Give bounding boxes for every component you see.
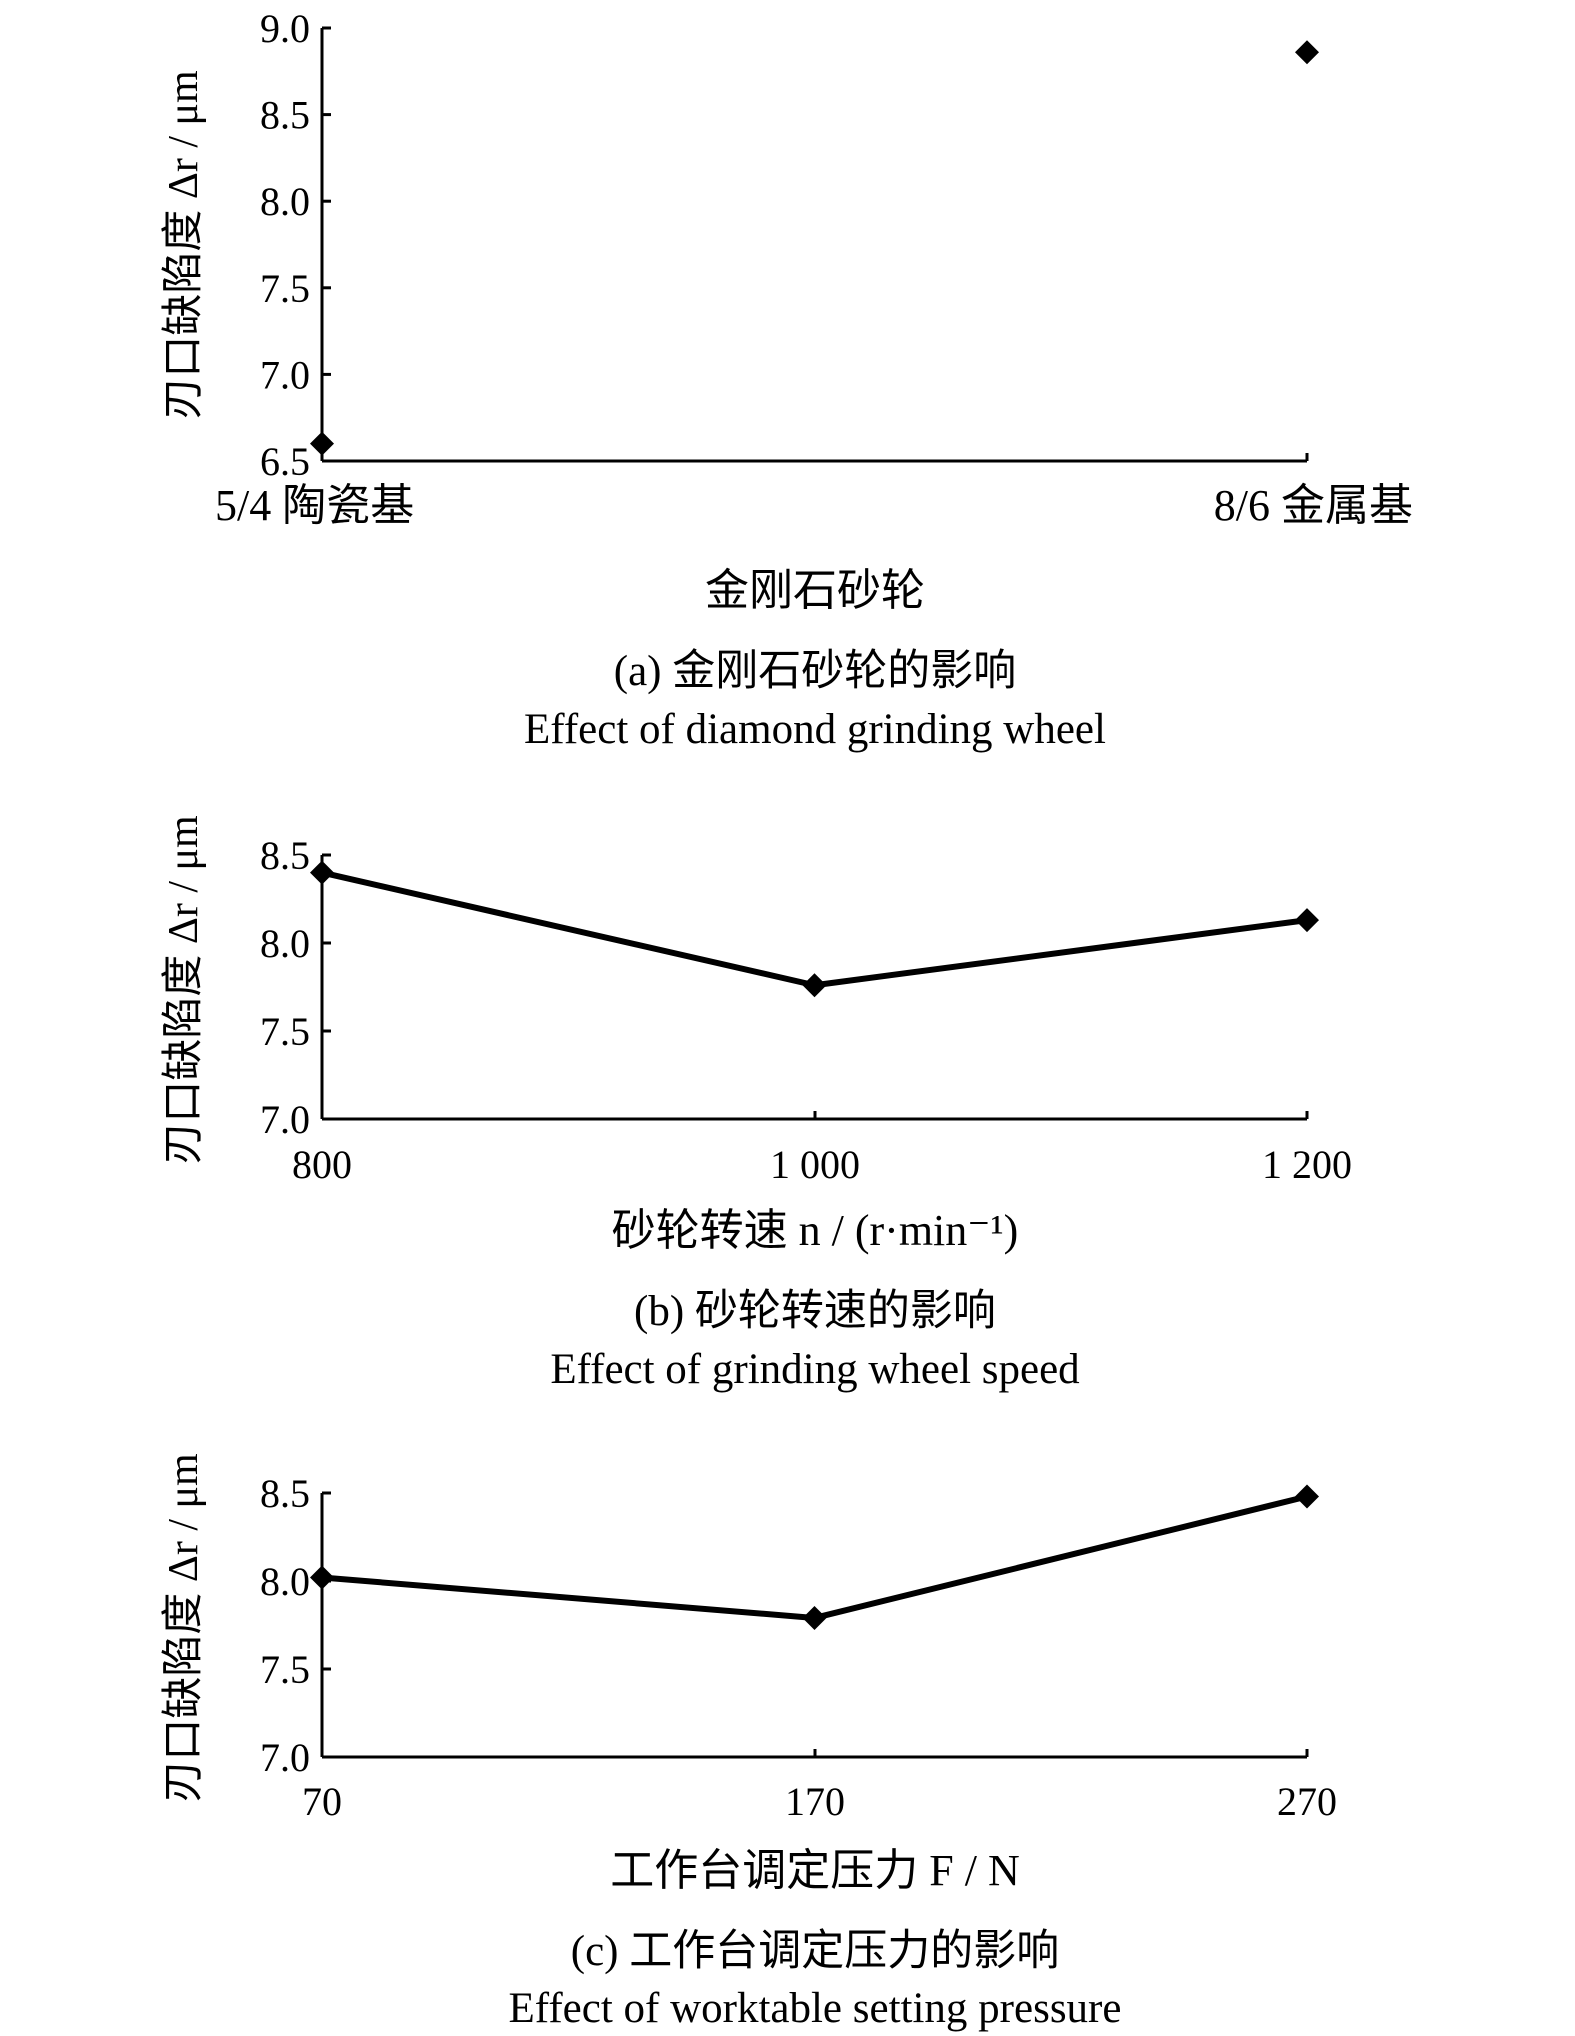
panel-a-x-label: 金刚石砂轮 — [705, 566, 925, 615]
panel-b-y-tick-label-0: 8.5 — [260, 833, 310, 878]
panel-a-x-cat-1: 8/6 金属基 — [1214, 481, 1413, 530]
panel-c-y-tick-label-3: 7.0 — [260, 1735, 310, 1780]
panel-a-caption-cn: (a) 金刚石砂轮的影响 — [614, 647, 1016, 695]
panel-c-series-line — [321, 1493, 1308, 1621]
panel-c: 8.5 8.0 7.5 7.0 70 170 270 工作台调定压力 F / N 刃口… — [161, 1453, 1337, 2032]
panel-a-y-tick-label-3: 7.5 — [260, 266, 310, 311]
panel-b-point-1 — [802, 973, 827, 998]
panel-c-point-2 — [1295, 1484, 1319, 1509]
panel-b-point-0 — [310, 860, 334, 885]
panel-a-y-tick-label-2: 8.0 — [260, 179, 310, 224]
panel-b-point-2 — [1295, 908, 1319, 933]
panel-b-x-cat-0: 800 — [292, 1142, 352, 1187]
panel-b-caption-en: Effect of grinding wheel speed — [550, 1346, 1079, 1393]
panel-b-x-label: 砂轮转速 n / (r·min⁻¹) — [612, 1206, 1019, 1255]
panel-c-marks — [310, 1484, 1319, 1630]
panel-a-point-0 — [310, 431, 334, 456]
panel-c-y-tick-label-2: 7.5 — [260, 1647, 310, 1692]
panel-c-point-1 — [802, 1605, 827, 1630]
panel-b-y-ticks: 8.5 8.0 7.5 7.0 — [260, 833, 331, 1142]
panel-c-y-ticks: 8.5 8.0 7.5 7.0 — [260, 1471, 331, 1780]
panel-a-y-tick-label-0: 9.0 — [260, 6, 310, 51]
panel-a-y-ticks: 9.0 8.5 8.0 7.5 7.0 6.5 — [260, 6, 331, 484]
panel-a: 9.0 8.5 8.0 7.5 7.0 6.5 5/4 陶瓷基 8/6 金属基 金刚石砂轮… — [161, 6, 1413, 753]
panel-b-y-label: 刃口缺陷度 Δr / μm — [161, 815, 207, 1165]
panel-a-point-1 — [1295, 40, 1319, 65]
panel-a-y-tick-label-4: 7.0 — [260, 352, 310, 397]
panel-c-y-tick-label-0: 8.5 — [260, 1471, 310, 1516]
panel-b-y-tick-label-3: 7.0 — [260, 1097, 310, 1142]
panel-c-x-label: 工作台调定压力 F / N — [610, 1846, 1019, 1895]
panel-b-x-cat-2: 1 200 — [1262, 1142, 1352, 1187]
panel-c-y-label: 刃口缺陷度 Δr / μm — [161, 1453, 207, 1803]
panel-b-series-line — [321, 869, 1308, 989]
panel-c-point-0 — [310, 1565, 334, 1590]
panel-b-y-tick-label-1: 8.0 — [260, 921, 310, 966]
panel-a-marks — [310, 40, 1319, 456]
panel-a-y-tick-label-5: 6.5 — [260, 439, 310, 484]
panel-a-caption-en: Effect of diamond grinding wheel — [524, 706, 1106, 753]
panel-c-x-cat-1: 170 — [785, 1779, 845, 1824]
panel-c-x-cat-2: 270 — [1277, 1779, 1337, 1824]
panel-c-x-cat-0: 70 — [302, 1779, 342, 1824]
panel-b: 8.5 8.0 7.5 7.0 800 1 000 1 200 砂轮转速 n / (r… — [161, 815, 1352, 1393]
panel-a-y-tick-label-1: 8.5 — [260, 93, 310, 138]
panel-b-marks — [310, 860, 1319, 998]
panel-b-x-cat-1: 1 000 — [770, 1142, 860, 1187]
panel-a-y-label: 刃口缺陷度 Δr / μm — [161, 70, 207, 420]
panel-c-y-tick-label-1: 8.0 — [260, 1559, 310, 1604]
panel-c-caption-en: Effect of worktable setting pressure — [509, 1985, 1122, 2032]
panel-b-caption-cn: (b) 砂轮转速的影响 — [634, 1288, 996, 1335]
panel-b-y-tick-label-2: 7.5 — [260, 1009, 310, 1054]
panel-c-caption-cn: (c) 工作台调定压力的影响 — [571, 1927, 1059, 1975]
panel-a-x-cat-0: 5/4 陶瓷基 — [215, 481, 414, 530]
